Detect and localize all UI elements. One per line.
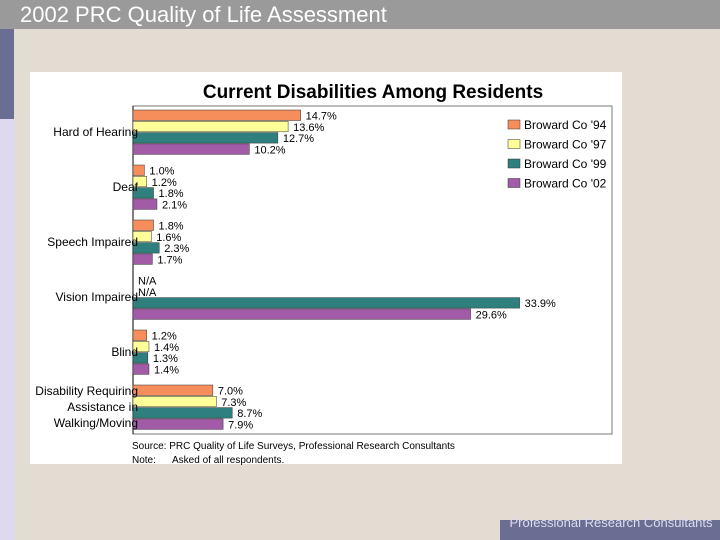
value-label-deaf-s3: 1.8% <box>159 188 184 200</box>
legend-swatch-s2 <box>507 139 521 149</box>
value-label-hard-of-hearing-s3: 12.7% <box>283 133 314 145</box>
category-label-deaf: Deaf <box>113 180 139 194</box>
legend-label-s2: Broward Co '97 <box>524 138 607 152</box>
bar-deaf-s3 <box>132 187 154 199</box>
value-label-blind-s2: 1.4% <box>154 342 179 354</box>
legend-swatch-s1 <box>507 119 521 130</box>
legend-swatch-s4 <box>507 178 521 188</box>
bar-disability-requiring-assistance-in-walking-moving-s4 <box>132 418 224 430</box>
legend-swatch-s3 <box>507 158 521 169</box>
value-label-vision-impaired-s4: 29.6% <box>476 309 507 321</box>
legend-label-s1: Broward Co '94 <box>524 118 607 132</box>
bar-speech-impaired-s3 <box>132 242 160 254</box>
note-label: Note: <box>132 455 156 466</box>
bar-speech-impaired-s4 <box>132 253 153 265</box>
bar-disability-requiring-assistance-in-walking-moving-s2 <box>132 396 217 408</box>
bar-blind-s2 <box>132 341 150 353</box>
category-label-hard-of-hearing: Hard of Hearing <box>53 125 138 139</box>
bar-hard-of-hearing-s3 <box>132 132 279 144</box>
value-label-deaf-s2: 1.2% <box>152 177 177 189</box>
source-note: Source: PRC Quality of Life Surveys, Pro… <box>132 441 455 452</box>
bar-blind-s1 <box>132 329 147 341</box>
bar-hard-of-hearing-s4 <box>132 143 250 155</box>
footer-text: Professional Research Consultants <box>509 515 713 530</box>
value-label-speech-impaired-s4: 1.7% <box>157 254 182 266</box>
legend-label-s3: Broward Co '99 <box>524 157 607 171</box>
value-label-hard-of-hearing-s2: 13.6% <box>293 122 324 134</box>
left-sidebar-strip <box>0 119 14 540</box>
bar-blind-s4 <box>132 363 150 375</box>
bar-deaf-s1 <box>132 164 145 176</box>
legend-label-s4: Broward Co '02 <box>524 177 607 191</box>
bar-deaf-s2 <box>132 176 147 188</box>
page-title: 2002 PRC Quality of Life Assessment <box>20 2 387 27</box>
value-label-speech-impaired-s1: 1.8% <box>159 221 184 233</box>
category-label-disability-requiring-assistance-in-walking-moving-line1: Disability Requiring <box>35 384 138 398</box>
note-text: Asked of all respondents. <box>172 455 284 466</box>
value-label-speech-impaired-s2: 1.6% <box>156 232 181 244</box>
bar-hard-of-hearing-s2 <box>132 121 289 133</box>
value-label-disability-requiring-assistance-in-walking-moving-s3: 8.7% <box>237 408 262 420</box>
value-label-hard-of-hearing-s1: 14.7% <box>306 111 337 123</box>
value-label-disability-requiring-assistance-in-walking-moving-s4: 7.9% <box>228 419 253 431</box>
category-label-disability-requiring-assistance-in-walking-moving-line2: Assistance in <box>67 400 138 414</box>
bar-disability-requiring-assistance-in-walking-moving-s1 <box>132 384 214 396</box>
category-label-disability-requiring-assistance-in-walking-moving-line3: Walking/Moving <box>54 416 138 430</box>
value-label-vision-impaired-s3: 33.9% <box>525 298 556 310</box>
plot-area <box>132 105 613 435</box>
value-label-vision-impaired-s1: N/A <box>138 276 157 288</box>
value-label-speech-impaired-s3: 2.3% <box>164 243 189 255</box>
value-label-disability-requiring-assistance-in-walking-moving-s1: 7.0% <box>218 386 243 398</box>
value-label-blind-s4: 1.4% <box>154 364 179 376</box>
legend: Broward Co '94 Broward Co '97 Broward Co '… <box>507 118 607 191</box>
bar-vision-impaired-s4 <box>132 308 471 320</box>
bar-speech-impaired-s2 <box>132 231 152 243</box>
footer-bar <box>500 520 720 540</box>
bar-deaf-s4 <box>132 198 158 210</box>
bar-disability-requiring-assistance-in-walking-moving-s3 <box>132 407 233 419</box>
category-label-blind: Blind <box>111 345 138 359</box>
value-label-vision-impaired-s2: N/A <box>138 287 157 299</box>
category-label-speech-impaired: Speech Impaired <box>47 235 138 249</box>
bar-hard-of-hearing-s1 <box>132 109 301 121</box>
bar-blind-s3 <box>132 352 149 364</box>
bar-vision-impaired-s3 <box>132 297 520 309</box>
chart-title: Current Disabilities Among Residents <box>203 82 543 103</box>
value-label-deaf-s1: 1.0% <box>149 166 174 178</box>
bar-speech-impaired-s1 <box>132 219 154 231</box>
value-label-blind-s3: 1.3% <box>153 353 178 365</box>
value-label-hard-of-hearing-s4: 10.2% <box>254 144 285 156</box>
value-label-disability-requiring-assistance-in-walking-moving-s2: 7.3% <box>221 397 246 409</box>
bars-group: 14.7% 1.0% 1.8% N/A 1.2% 7.0% 13.6% 1.2% 1.6% N/A… <box>35 109 556 431</box>
accent-strip <box>0 29 14 119</box>
value-label-deaf-s4: 2.1% <box>162 199 187 211</box>
category-label-vision-impaired: Vision Impaired <box>56 290 139 304</box>
value-label-blind-s1: 1.2% <box>152 331 177 343</box>
header-bar: 2002 PRC Quality of Life Assessment <box>0 0 720 29</box>
